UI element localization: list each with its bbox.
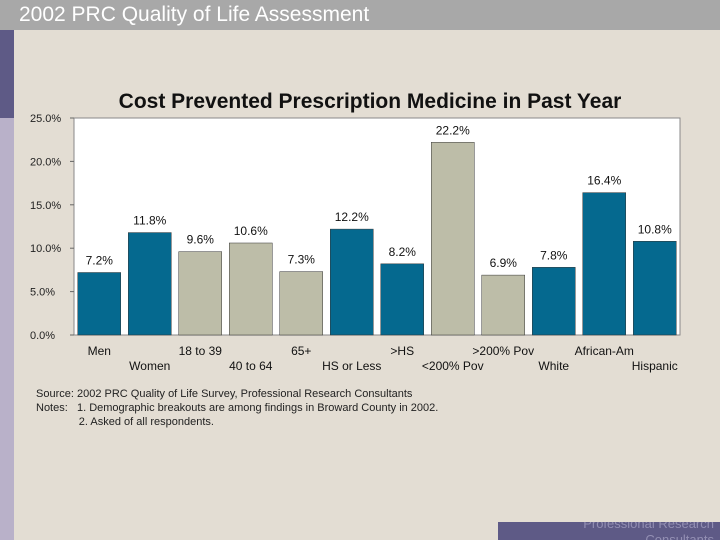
- y-tick-label: 10.0%: [30, 243, 61, 255]
- data-label: 7.2%: [86, 254, 114, 268]
- note-2: 2. Asked of all respondents.: [36, 416, 214, 428]
- bar: [77, 272, 121, 336]
- bar: [128, 232, 172, 336]
- sidebar-accent: [0, 30, 14, 540]
- data-label: 22.2%: [436, 123, 470, 137]
- bar: [582, 192, 626, 336]
- bar: [431, 142, 475, 336]
- title-bar: 2002 PRC Quality of Life Assessment: [0, 0, 720, 30]
- chart-notes: Source: 2002 PRC Quality of Life Survey,…: [36, 387, 438, 429]
- bar: [633, 241, 677, 336]
- y-tick-label: 20.0%: [30, 156, 61, 168]
- data-label: 8.2%: [389, 245, 417, 259]
- y-tick-label: 25.0%: [30, 113, 61, 125]
- bar: [481, 274, 525, 336]
- category-label: 40 to 64: [229, 359, 273, 373]
- plot-area: [73, 117, 681, 336]
- bar: [279, 271, 323, 336]
- category-label: Men: [88, 344, 111, 358]
- y-tick-label: 0.0%: [30, 330, 55, 342]
- footer-brand-box: Professional Research Consultants: [498, 522, 720, 540]
- category-label: African-Am: [575, 344, 634, 358]
- category-label: HS or Less: [322, 359, 381, 373]
- category-label: 18 to 39: [179, 344, 223, 358]
- data-label: 7.3%: [288, 253, 316, 267]
- chart-title: Cost Prevented Prescription Medicine in …: [119, 90, 622, 113]
- category-label: <200% Pov: [422, 359, 484, 373]
- y-tick-label: 15.0%: [30, 200, 61, 212]
- data-label: 12.2%: [335, 210, 369, 224]
- sidebar-accent-dark: [0, 30, 14, 118]
- y-tick-label: 5.0%: [30, 287, 55, 299]
- data-label: 9.6%: [187, 233, 215, 247]
- bar: [178, 251, 222, 336]
- bar: [380, 263, 424, 336]
- data-label: 16.4%: [587, 174, 621, 188]
- data-label: 7.8%: [540, 248, 568, 262]
- data-label: 10.8%: [638, 222, 672, 236]
- note-1: Notes: 1. Demographic breakouts are amon…: [36, 402, 439, 414]
- bar: [229, 242, 273, 336]
- bar: [532, 267, 576, 336]
- category-label: White: [538, 359, 569, 373]
- category-label: >200% Pov: [472, 344, 534, 358]
- footer-brand: Professional Research Consultants: [583, 522, 714, 540]
- data-label: 6.9%: [490, 256, 518, 270]
- category-label: >HS: [390, 344, 414, 358]
- data-label: 10.6%: [234, 224, 268, 238]
- category-label: Women: [129, 359, 170, 373]
- bar: [330, 228, 374, 336]
- category-label: 65+: [291, 344, 311, 358]
- category-label: Hispanic: [632, 359, 678, 373]
- data-label: 11.8%: [133, 214, 166, 228]
- slide-title: 2002 PRC Quality of Life Assessment: [19, 3, 370, 26]
- source-note: Source: 2002 PRC Quality of Life Survey,…: [36, 388, 413, 400]
